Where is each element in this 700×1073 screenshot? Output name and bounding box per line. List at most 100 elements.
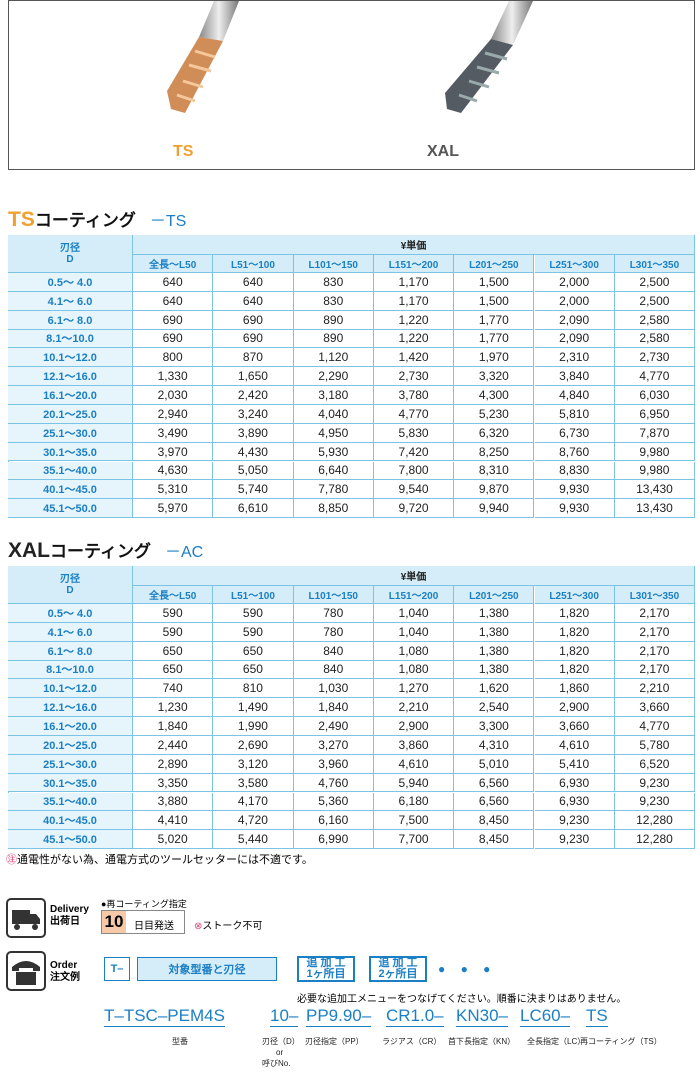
price: 13,430 [614, 499, 696, 519]
column-header: L251～300 [534, 586, 615, 604]
price: 2,940 [133, 404, 214, 424]
price: 9,980 [614, 442, 696, 462]
price: 4,720 [213, 811, 294, 831]
price: 1,080 [373, 660, 455, 680]
price: 2,730 [614, 348, 696, 368]
row-header: 6.1～ 8.0 [8, 310, 133, 330]
price: 2,000 [534, 273, 615, 292]
price: 6,950 [614, 404, 696, 424]
price: 5,360 [293, 792, 374, 812]
price: 7,800 [373, 461, 455, 481]
price: 1,120 [293, 348, 374, 368]
price: 5,410 [534, 754, 615, 774]
days: 10 [102, 911, 126, 933]
price: 3,860 [373, 735, 455, 755]
price: 830 [293, 291, 374, 311]
price: 5,020 [133, 830, 214, 850]
text: Order [50, 960, 78, 971]
price: 650 [133, 660, 214, 680]
price: 6,320 [454, 423, 535, 443]
row-header: 8.1～10.0 [8, 329, 133, 349]
price: 1,970 [454, 348, 535, 368]
price: 2,500 [614, 273, 696, 292]
price: 1,380 [454, 641, 535, 661]
section-heading: XALコーティング －AC [8, 537, 203, 563]
row-header: 4.1～ 6.0 [8, 622, 133, 642]
column-header: L151～200 [373, 586, 455, 604]
part: LC60– [520, 1006, 571, 1027]
row-header: 0.5～ 4.0 [8, 604, 133, 623]
note-text: 通電性がない為、通電方式のツールセッターには不適です。 [17, 854, 313, 866]
price: 690 [213, 310, 294, 330]
part: T–TSC–PEM4S [104, 1006, 225, 1027]
price: 2,420 [213, 386, 294, 405]
part: CR1.0– [386, 1006, 444, 1027]
name: コーティング [34, 211, 136, 230]
price: 5,050 [213, 461, 294, 481]
price: 2,900 [373, 717, 455, 736]
price: 740 [133, 679, 214, 699]
corner-header: 刃径 D [8, 566, 133, 604]
row-header: 25.1～30.0 [8, 754, 133, 774]
price: 3,960 [293, 754, 374, 774]
price: 2,170 [614, 604, 696, 623]
price: 4,410 [133, 811, 214, 831]
price: 650 [213, 660, 294, 680]
dots: ● ● ● [438, 962, 497, 976]
prefix-box: T– [104, 957, 130, 981]
price: 3,240 [213, 404, 294, 424]
row-header: 12.1～16.0 [8, 698, 133, 718]
price: 1,860 [534, 679, 615, 699]
price: 7,500 [373, 811, 455, 831]
price: 9,940 [454, 499, 535, 519]
price: 5,940 [373, 773, 455, 793]
tool-images [167, 1, 533, 113]
price: 1,820 [534, 641, 615, 661]
row-header: 16.1～20.0 [8, 386, 133, 405]
price: 1,220 [373, 329, 455, 349]
row-header: 45.1～50.0 [8, 499, 133, 519]
price: 690 [133, 329, 214, 349]
price: 8,450 [454, 811, 535, 831]
price: 840 [293, 641, 374, 661]
part-label: 刃径（D） [262, 1037, 300, 1046]
part-label: 型番 [172, 1037, 188, 1046]
price: 5,830 [373, 423, 455, 443]
price: 6,520 [614, 754, 696, 774]
text: D [66, 253, 74, 265]
price: 2,030 [133, 386, 214, 405]
group-header: ¥単価 [133, 235, 695, 255]
price: 5,810 [534, 404, 615, 424]
price: 1,770 [454, 329, 535, 349]
text: 追 加 工 [378, 957, 418, 969]
row-header: 40.1～45.0 [8, 811, 133, 831]
price: 12,280 [614, 811, 696, 831]
text: 出荷日 [50, 916, 80, 927]
price: 4,770 [614, 717, 696, 736]
column-header: 全長～L50 [133, 586, 214, 604]
price: 2,170 [614, 660, 696, 680]
text: Delivery [50, 904, 89, 915]
price: 4,630 [133, 461, 214, 481]
price: 3,970 [133, 442, 214, 462]
price: 650 [213, 641, 294, 661]
price: 690 [133, 310, 214, 330]
price: 6,610 [213, 499, 294, 519]
price: 5,970 [133, 499, 214, 519]
part: PP9.90– [306, 1006, 372, 1027]
price: 870 [213, 348, 294, 368]
price: 9,720 [373, 499, 455, 519]
suffix: －AC [164, 544, 204, 561]
price: 6,560 [454, 792, 535, 812]
price: 5,230 [454, 404, 535, 424]
price: 8,250 [454, 442, 535, 462]
price: 2,580 [614, 329, 696, 349]
text: 注文例 [50, 972, 80, 983]
price: 2,090 [534, 310, 615, 330]
hint: 必要な追加工メニューをつなげてください。順番に決まりはありません。 [297, 994, 627, 1005]
price: 4,430 [213, 442, 294, 462]
price: 8,830 [534, 461, 615, 481]
price: 1,380 [454, 660, 535, 680]
price: 780 [293, 604, 374, 623]
price: 1,770 [454, 310, 535, 330]
